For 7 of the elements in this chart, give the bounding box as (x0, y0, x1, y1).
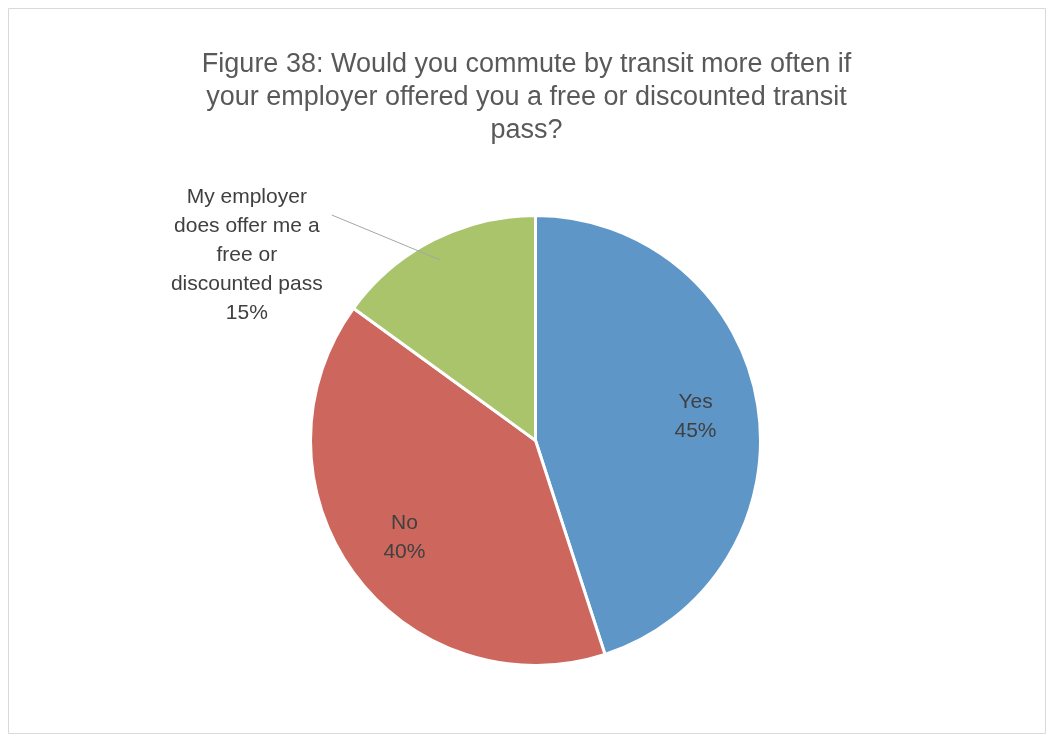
slice-label: No (391, 509, 418, 533)
chart-title: Figure 38: Would you commute by transit more often if your employer offered you a free or discounted transit pass? (201, 47, 852, 144)
data-label: 15% (225, 299, 268, 323)
slice-label: Yes (678, 389, 713, 413)
slice-label: My employer does offer me a free or discounted pass (170, 183, 323, 294)
data-label: 45% (674, 418, 717, 442)
data-label: 40% (383, 538, 426, 562)
